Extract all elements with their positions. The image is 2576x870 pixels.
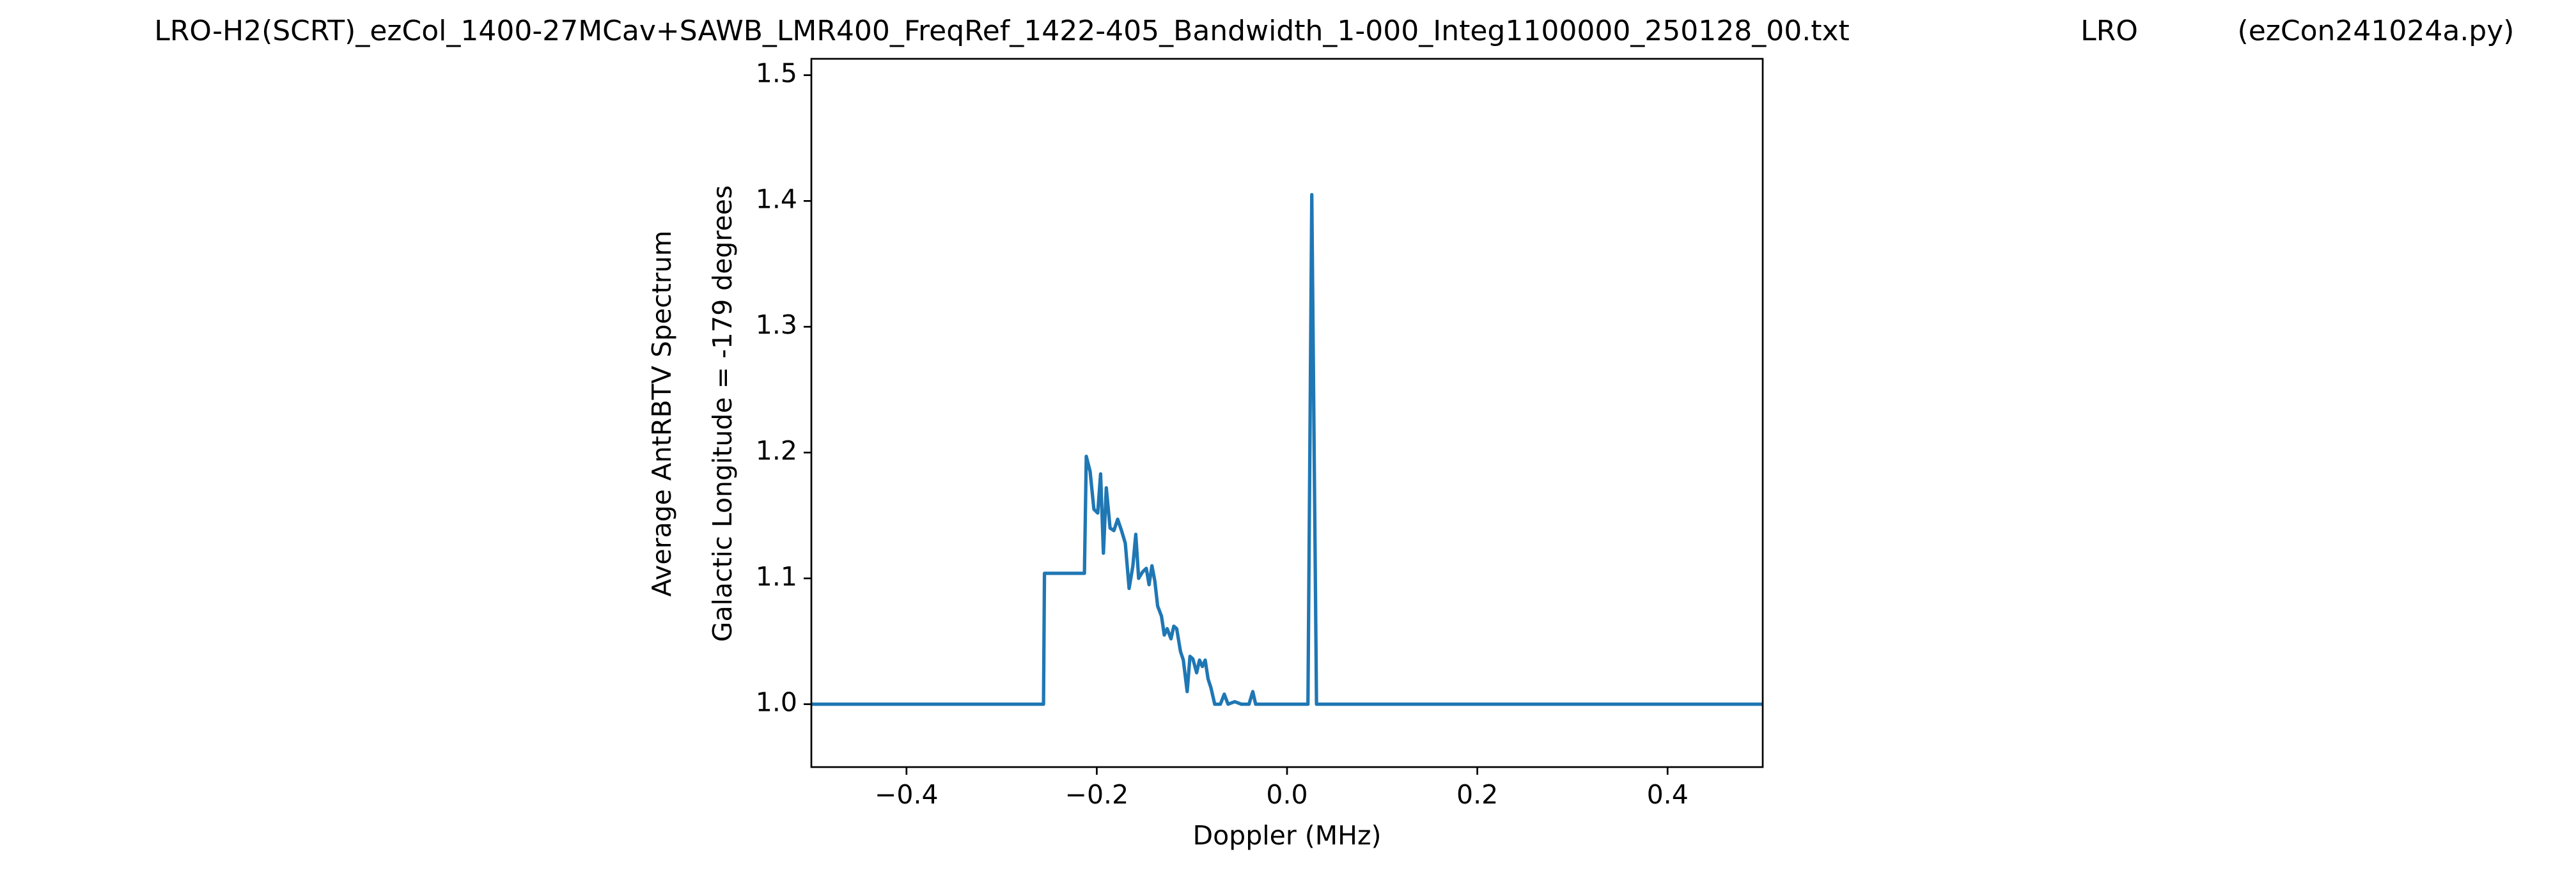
chart-title-program: (ezCon241024a.py) — [2238, 15, 2515, 47]
y-tick-label: 1.1 — [756, 561, 797, 592]
x-tick-label: 0.4 — [1647, 779, 1689, 810]
y-tick-label: 1.3 — [756, 309, 797, 340]
x-tick-label: 0.2 — [1456, 779, 1498, 810]
chart-title-site: LRO — [2080, 15, 2138, 47]
x-tick-label: −0.4 — [875, 779, 939, 810]
y-tick-label: 1.5 — [756, 58, 797, 89]
y-axis-label: Galactic Longitude = -179 degrees — [707, 185, 738, 642]
y-tick-label: 1.0 — [756, 687, 797, 718]
chart-title: LRO-H2(SCRT)_ezCol_1400-27MCav+SAWB_LMR4… — [154, 15, 1850, 47]
data-line — [811, 192, 1763, 706]
y-tick-label: 1.4 — [756, 183, 797, 214]
x-tick-label: 0.0 — [1266, 779, 1308, 810]
y-tick-label: 1.2 — [756, 435, 797, 466]
axes-frame — [810, 58, 1764, 768]
y-axis-label: Average AntRBTV Spectrum — [646, 231, 677, 597]
x-tick-label: −0.2 — [1065, 779, 1129, 810]
x-axis-label: Doppler (MHz) — [1193, 820, 1382, 851]
